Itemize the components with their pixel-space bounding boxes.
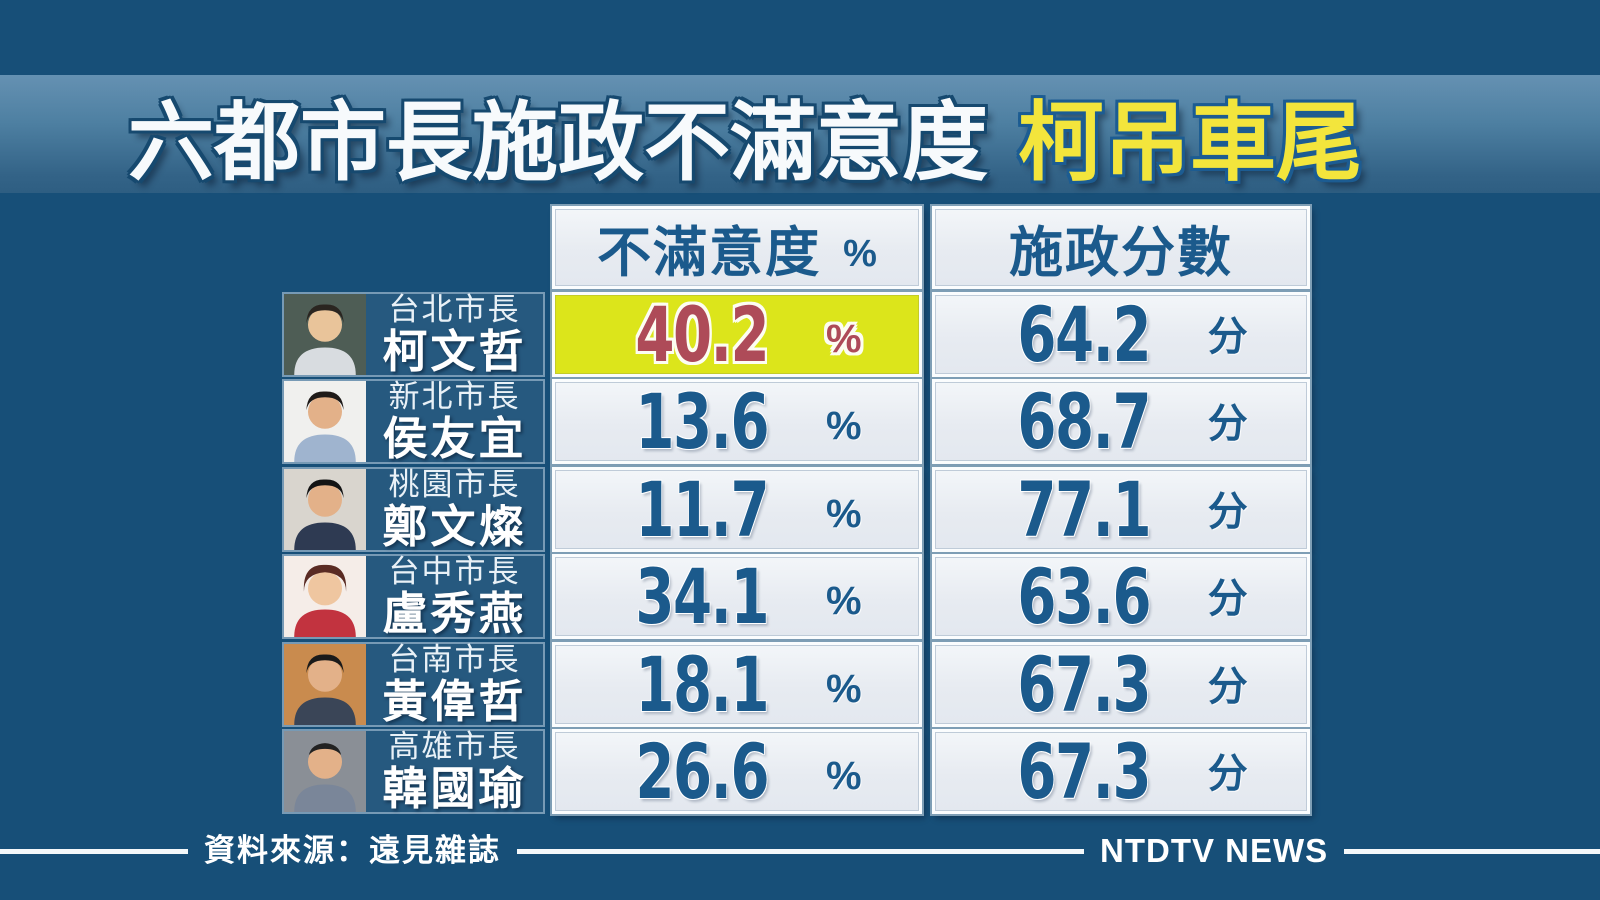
mayor-city: 新北市長	[388, 378, 521, 414]
percent-unit: %	[825, 579, 862, 623]
score-unit: 分	[1207, 577, 1248, 621]
person-silhouette-icon	[294, 391, 356, 462]
person-silhouette-icon	[294, 743, 356, 812]
percent-unit: %	[825, 404, 862, 448]
mayor-name-block: 新北市長 侯友宜	[366, 378, 543, 465]
mayor-name-block: 桃園市長 鄭文燦	[366, 466, 543, 553]
mayor-city: 桃園市長	[388, 466, 521, 502]
title-highlight-text: 柯吊車尾	[1018, 94, 1362, 191]
mayor-city: 台南市長	[388, 641, 521, 677]
header-dissatisfaction: 不滿意度 %	[552, 206, 922, 289]
mayor-label-box: 台北市長 柯文哲	[282, 292, 545, 377]
data-source-label: 資料來源：遠見雜誌	[188, 828, 517, 874]
mayor-photo	[284, 731, 366, 812]
score-unit: 分	[1207, 752, 1248, 796]
footer-divider-line	[0, 849, 1600, 854]
person-silhouette-icon	[294, 654, 356, 725]
percent-unit: %	[825, 492, 862, 536]
score-value: 77.1	[1017, 465, 1152, 554]
score-value: 67.3	[1017, 640, 1152, 729]
person-silhouette-icon	[294, 304, 356, 375]
title-main-text: 六都市長施政不滿意度	[128, 94, 988, 191]
mayor-name: 鄭文燦	[382, 501, 527, 553]
percent-unit: %	[825, 754, 862, 798]
score-unit: 分	[1207, 402, 1248, 446]
score-unit: 分	[1207, 315, 1248, 359]
score-unit: 分	[1207, 490, 1248, 534]
mayor-label-box: 台中市長 盧秀燕	[282, 554, 545, 639]
score-value: 63.6	[1017, 552, 1152, 641]
mayor-name: 黃偉哲	[382, 676, 527, 728]
header-dissatisfaction-label: 不滿意度	[597, 223, 822, 283]
mayor-label-box: 台南市長 黃偉哲	[282, 642, 545, 727]
dissatisfaction-cell: 18.1 %	[552, 640, 922, 729]
mayor-name: 侯友宜	[382, 413, 527, 465]
title-strip	[0, 75, 1600, 193]
mayor-name: 盧秀燕	[382, 588, 527, 640]
dissatisfaction-cell: 13.6 %	[552, 377, 922, 466]
score-value: 68.7	[1017, 377, 1152, 466]
brand-label: NTDTV NEWS	[1084, 828, 1345, 874]
mayor-photo	[284, 556, 366, 637]
person-silhouette-icon	[294, 564, 356, 637]
mayor-name-block: 台中市長 盧秀燕	[366, 553, 543, 640]
score-cell: 77.1 分	[932, 465, 1310, 554]
person-silhouette-icon	[294, 479, 356, 550]
header-score-label: 施政分數	[1009, 223, 1233, 283]
dissatisfaction-value: 40.2	[635, 290, 770, 379]
score-cell: 67.3 分	[932, 640, 1310, 729]
dissatisfaction-cell: 11.7 %	[552, 465, 922, 554]
mayor-name-block: 台南市長 黃偉哲	[366, 641, 543, 728]
mayor-city: 台中市長	[388, 553, 521, 589]
dissatisfaction-cell: 40.2 %	[552, 290, 922, 379]
dissatisfaction-value: 34.1	[635, 552, 770, 641]
mayor-label-box: 高雄市長 韓國瑜	[282, 729, 545, 814]
score-cell: 67.3 分	[932, 727, 1310, 816]
mayor-photo	[284, 294, 366, 375]
dissatisfaction-value: 18.1	[635, 640, 770, 729]
score-unit: 分	[1207, 665, 1248, 709]
header-dissatisfaction-unit: %	[843, 233, 877, 275]
mayor-name-block: 高雄市長 韓國瑜	[366, 728, 543, 815]
mayor-label-box: 桃園市長 鄭文燦	[282, 467, 545, 552]
dissatisfaction-value: 13.6	[635, 377, 770, 466]
score-value: 64.2	[1017, 290, 1152, 379]
mayor-city: 高雄市長	[388, 728, 521, 764]
mayor-name: 柯文哲	[382, 326, 527, 378]
score-cell: 63.6 分	[932, 552, 1310, 641]
mayor-label-box: 新北市長 侯友宜	[282, 379, 545, 464]
mayor-photo	[284, 381, 366, 462]
percent-unit: %	[825, 667, 862, 711]
mayor-name: 韓國瑜	[382, 763, 527, 815]
dissatisfaction-value: 11.7	[635, 465, 770, 554]
dissatisfaction-cell: 34.1 %	[552, 552, 922, 641]
score-cell: 68.7 分	[932, 377, 1310, 466]
page-title: 六都市長施政不滿意度 柯吊車尾	[128, 75, 1362, 193]
dissatisfaction-cell: 26.6 %	[552, 727, 922, 816]
header-score: 施政分數	[932, 206, 1310, 289]
score-cell: 64.2 分	[932, 290, 1310, 379]
score-value: 67.3	[1017, 727, 1152, 816]
dissatisfaction-value: 26.6	[635, 727, 770, 816]
mayor-photo	[284, 469, 366, 550]
mayor-city: 台北市長	[388, 291, 521, 327]
mayor-photo	[284, 644, 366, 725]
mayor-name-block: 台北市長 柯文哲	[366, 291, 543, 378]
percent-unit: %	[825, 317, 862, 361]
